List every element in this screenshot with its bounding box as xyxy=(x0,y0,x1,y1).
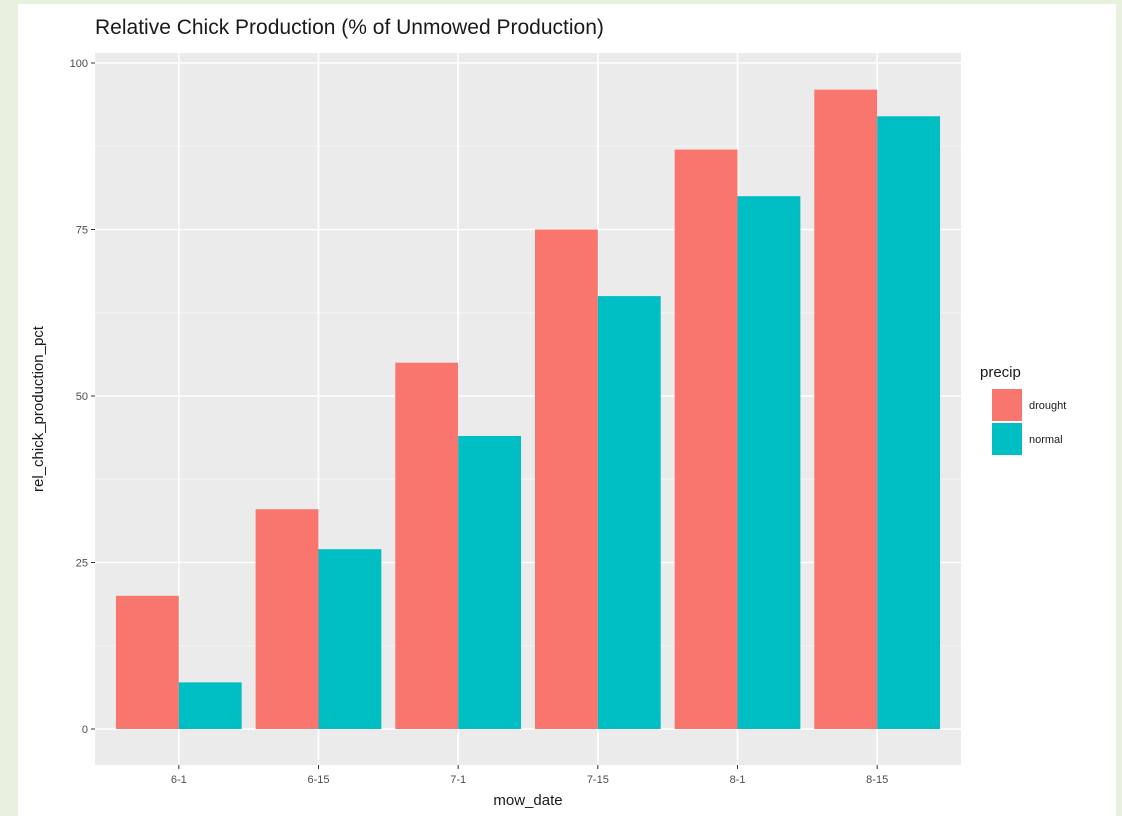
chart-figure: 0 25 50 75 100 6-1 6-15 7-1 7-15 8-1 8-15 Relativ… xyxy=(18,4,1116,816)
bar-drought-6-15 xyxy=(255,509,319,729)
legend-title: precip xyxy=(980,364,1021,381)
y-tick-label: 75 xyxy=(76,225,88,237)
legend-swatch-drought xyxy=(992,389,1022,421)
y-axis-title: rel_chick_production_pct xyxy=(30,325,47,492)
x-tick-label: 8-1 xyxy=(730,774,746,786)
x-tick-label: 7-1 xyxy=(450,774,466,786)
bar-normal-8-15 xyxy=(877,116,941,729)
y-tick-label: 100 xyxy=(70,58,88,70)
bar-drought-8-15 xyxy=(814,89,878,729)
y-tick-label: 50 xyxy=(76,391,88,403)
y-axis: 0 25 50 75 100 xyxy=(70,58,95,736)
legend: precip drought normal xyxy=(980,364,1066,455)
x-tick-label: 8-15 xyxy=(866,774,888,786)
bar-chart: 0 25 50 75 100 6-1 6-15 7-1 7-15 8-1 8-15 Relativ… xyxy=(30,16,1066,809)
x-tick-label: 7-15 xyxy=(587,774,609,786)
bar-drought-8-1 xyxy=(674,149,738,729)
x-tick-label: 6-1 xyxy=(171,774,187,786)
x-axis-title: mow_date xyxy=(493,792,562,809)
bar-normal-6-15 xyxy=(318,549,382,729)
x-axis: 6-1 6-15 7-1 7-15 8-1 8-15 xyxy=(171,765,888,786)
bar-normal-7-1 xyxy=(458,435,522,729)
legend-label-drought: drought xyxy=(1029,400,1066,412)
bar-drought-6-1 xyxy=(115,595,179,729)
bar-normal-8-1 xyxy=(737,196,801,729)
bar-drought-7-1 xyxy=(395,362,459,729)
legend-label-normal: normal xyxy=(1029,434,1063,446)
y-tick-label: 25 xyxy=(76,558,88,570)
bars xyxy=(115,89,941,729)
bar-normal-6-1 xyxy=(178,682,242,729)
bar-normal-7-15 xyxy=(597,296,661,729)
y-tick-label: 0 xyxy=(82,724,88,736)
x-tick-label: 6-15 xyxy=(307,774,329,786)
chart-title: Relative Chick Production (% of Unmowed … xyxy=(95,16,604,39)
legend-swatch-normal xyxy=(992,423,1022,455)
bar-drought-7-15 xyxy=(534,229,598,729)
